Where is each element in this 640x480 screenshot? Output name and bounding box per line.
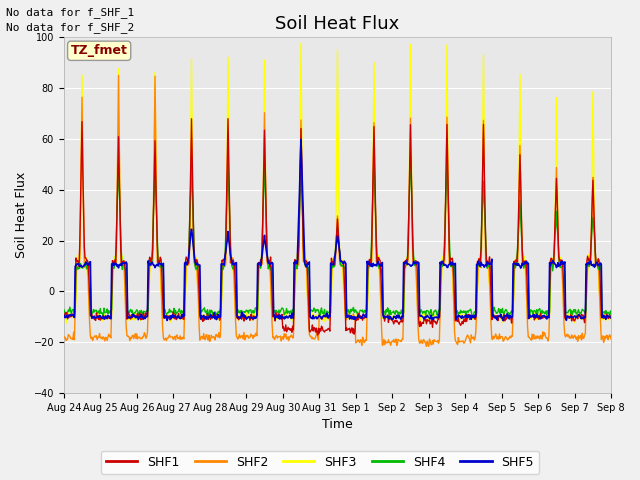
Legend: SHF1, SHF2, SHF3, SHF4, SHF5: SHF1, SHF2, SHF3, SHF4, SHF5 (101, 451, 539, 474)
Y-axis label: Soil Heat Flux: Soil Heat Flux (15, 172, 28, 258)
Text: No data for f_SHF_2: No data for f_SHF_2 (6, 22, 134, 33)
Title: Soil Heat Flux: Soil Heat Flux (275, 15, 399, 33)
X-axis label: Time: Time (322, 419, 353, 432)
Text: No data for f_SHF_1: No data for f_SHF_1 (6, 7, 134, 18)
Text: TZ_fmet: TZ_fmet (71, 44, 127, 57)
